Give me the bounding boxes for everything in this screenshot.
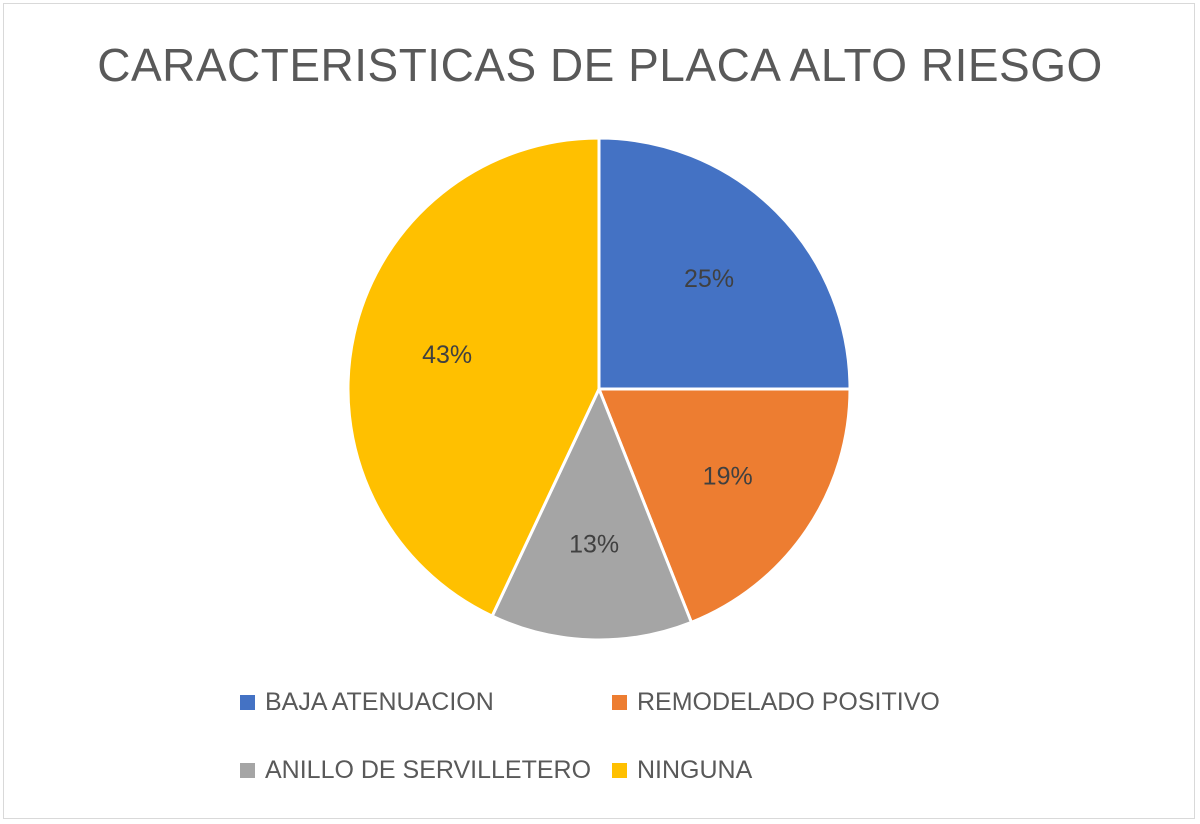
legend-swatch [240, 695, 255, 710]
legend-label: ANILLO DE SERVILLETERO [265, 756, 592, 784]
data-label-baja-atenuacion: 25% [684, 265, 734, 293]
legend-item-ninguna: NINGUNA [612, 756, 752, 785]
pie-slice-ninguna [346, 136, 601, 618]
legend-swatch [240, 763, 255, 778]
legend-label: BAJA ATENUACION [265, 688, 494, 716]
pie-slice-anillo-de-servilletero [490, 387, 693, 642]
legend-item-remodelado-positivo: REMODELADO POSITIVO [612, 688, 940, 717]
legend-label: NINGUNA [637, 756, 753, 784]
pie-slice-baja-atenuacion [597, 136, 852, 391]
chart-title: CARACTERISTICAS DE PLACA ALTO RIESGO [97, 39, 1103, 91]
legend-swatch [612, 695, 627, 710]
legend-swatch [612, 763, 627, 778]
data-label-anillo-de-servilletero: 13% [569, 531, 619, 559]
legend-label: REMODELADO POSITIVO [637, 688, 940, 716]
legend-item-anillo-de-servilletero: ANILLO DE SERVILLETERO [240, 756, 591, 785]
data-label-remodelado-positivo: 19% [703, 462, 753, 490]
pie-slice-remodelado-positivo [597, 387, 852, 624]
data-label-ninguna: 43% [422, 341, 472, 369]
legend-item-baja-atenuacion: BAJA ATENUACION [240, 688, 494, 717]
